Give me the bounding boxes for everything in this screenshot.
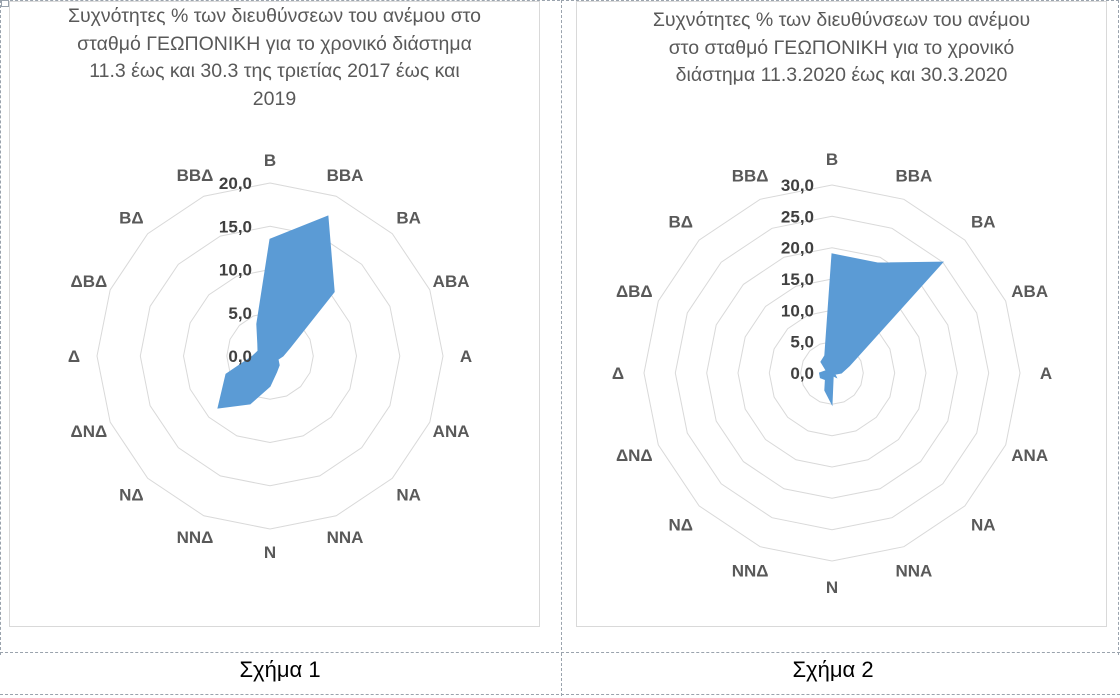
direction-label: ΔΒΔ [71,272,108,291]
tick-label: 0,0 [790,364,814,383]
tick-label: 10,0 [219,261,252,280]
direction-label: ΝΔ [119,486,144,505]
grid-ring [737,278,927,468]
direction-label: Ν [264,543,276,562]
direction-label: ΒΔ [668,213,693,232]
caption-row: Σχήμα 1 Σχήμα 2 [0,652,1120,696]
direction-label: ΑΒΑ [1011,282,1048,301]
grid-ring [226,312,314,400]
direction-label: ΒΑ [971,213,996,232]
tick-label: 20,0 [219,174,252,193]
direction-label: ΝΔ [668,515,693,534]
direction-label: ΝΑ [971,515,996,534]
figure-cell-2: Συχνότητες % των διευθύνσεων του ανέμου … [561,0,1119,655]
chart-title-1: Συχνότητες % των διευθύνσεων του ανέμου … [67,5,482,110]
tick-label: 0,0 [228,347,252,366]
direction-label: ΑΝΑ [1011,446,1048,465]
direction-label: ΒΒΑ [327,166,364,185]
direction-label: ΝΝΔ [177,528,214,547]
direction-label: ΒΑ [396,208,421,227]
radar-chart-2: 0,0 5,0 10,0 15,0 20,0 25,0 30,0 Β ΒΒΑ ΒΑ ΑΒΑ Α ΑΝΑ Ν… [612,150,1052,597]
tick-label: 5,0 [228,304,252,323]
tick-label: 10,0 [781,301,814,320]
grid-ring [96,182,444,530]
direction-label: ΔΝΔ [71,422,108,441]
direction-label: Δ [68,347,80,366]
radar-grid [96,182,444,530]
direction-label: ΑΒΑ [433,272,470,291]
direction-label: ΑΝΑ [433,422,470,441]
tick-label: 15,0 [219,217,252,236]
direction-label: ΒΒΑ [895,166,932,185]
figure-caption-1: Σχήμα 1 [239,657,321,682]
direction-label: ΒΒΔ [177,166,214,185]
direction-label: ΝΑ [396,486,421,505]
grid-ring [768,309,896,437]
direction-label: Α [1040,364,1052,383]
tick-label: 15,0 [781,270,814,289]
direction-label: Α [460,347,472,366]
direction-label: ΒΒΔ [732,166,769,185]
direction-label: Β [264,151,276,170]
figure-caption-2: Σχήμα 2 [792,657,874,682]
tick-label: 20,0 [781,239,814,258]
anchor-handle[interactable] [1,0,9,7]
tick-label: 5,0 [790,333,814,352]
direction-label: Ν [826,578,838,597]
radar-chart-1: 0,0 5,0 10,0 15,0 20,0 Β ΒΒΑ ΒΑ ΑΒΑ Α ΑΝΑ ΝΑ ΝΝΑ Ν ΝΝΔ… [68,151,472,562]
grid-ring [139,225,401,487]
direction-label: Β [826,150,838,169]
direction-label: ΒΔ [119,208,144,227]
grid-ring [643,184,1021,562]
tick-label: 25,0 [781,207,814,226]
direction-label: ΝΝΔ [732,562,769,581]
tick-label: 30,0 [781,176,814,195]
chart-title-2: Συχνότητες % των διευθύνσεων του ανέμου … [652,9,1031,86]
grid-ring [706,247,958,499]
direction-label: ΔΒΔ [616,282,653,301]
direction-label: ΝΝΑ [327,528,364,547]
grid-ring [674,215,990,531]
caption-divider [561,653,562,696]
direction-label: Δ [612,364,624,383]
grid-ring [182,268,358,444]
direction-label: ΔΝΔ [616,446,653,465]
direction-label: ΝΝΑ [895,562,932,581]
